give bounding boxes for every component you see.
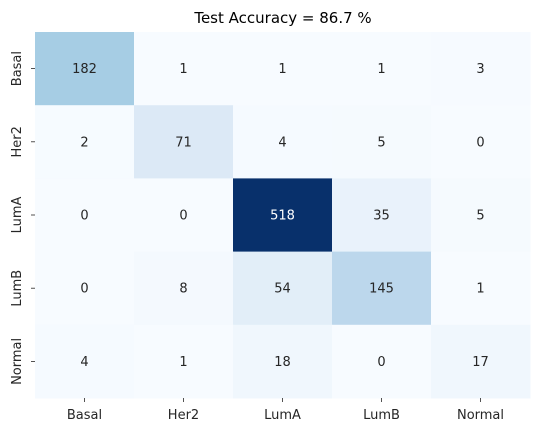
x-tick-label: LumB <box>363 408 400 423</box>
cell-value-label: 17 <box>472 355 489 370</box>
heatmap-cell-luma-lumb <box>332 178 432 253</box>
cell-value-label: 1 <box>476 282 484 297</box>
heatmap-cell-basal-her2 <box>134 32 234 106</box>
cell-value-label: 2 <box>80 135 88 150</box>
cell-value-label: 18 <box>274 355 291 370</box>
x-tick-label: Normal <box>457 408 504 423</box>
cell-value-label: 0 <box>377 355 385 370</box>
cell-value-label: 54 <box>274 282 291 297</box>
cell-value-label: 4 <box>80 355 88 370</box>
y-tick-label: LumA <box>10 196 25 233</box>
y-tick-label: Basal <box>10 51 25 86</box>
cell-value-labels: 182 1 1 1 3 2 71 4 5 0 0 0 518 35 5 0 8 54 145 1 4 1 18 0 17 <box>72 62 489 370</box>
heatmap-cell-her2-basal <box>35 105 135 179</box>
heatmap-cell-normal-luma <box>233 324 333 399</box>
cell-value-label: 145 <box>369 282 394 297</box>
heatmap-cell-luma-luma <box>233 178 333 253</box>
heatmap-cell-her2-luma <box>233 105 333 179</box>
cell-value-label: 71 <box>175 135 192 150</box>
heatmap-cell-her2-lumb <box>332 105 432 179</box>
cell-value-label: 8 <box>179 282 187 297</box>
heatmap-cell-normal-her2 <box>134 324 234 399</box>
x-axis: Basal Her2 LumA LumB Normal <box>67 398 504 423</box>
chart-title: Test Accuracy = 86.7 % <box>193 9 371 27</box>
cell-value-label: 0 <box>80 282 88 297</box>
cell-value-label: 1 <box>278 62 286 77</box>
heatmap-cell-lumb-basal <box>35 251 135 326</box>
cell-value-label: 0 <box>476 135 484 150</box>
heatmap-cell-luma-basal <box>35 178 135 253</box>
heatmap-cell-basal-luma <box>233 32 333 106</box>
cell-value-label: 1 <box>179 62 187 77</box>
heatmap-cell-basal-basal <box>35 32 135 106</box>
heatmap-cell-basal-normal <box>431 32 531 106</box>
cell-value-label: 5 <box>476 209 484 224</box>
cell-value-label: 5 <box>377 135 385 150</box>
cell-value-label: 518 <box>270 209 295 224</box>
heatmap-cell-her2-normal <box>431 105 531 179</box>
cell-value-label: 0 <box>179 209 187 224</box>
y-axis: Basal Her2 LumA LumB Normal <box>10 51 35 385</box>
x-tick-label: LumA <box>264 408 301 423</box>
heatmap-cell-her2-her2 <box>134 105 234 179</box>
cell-value-label: 1 <box>179 355 187 370</box>
cell-value-label: 35 <box>373 209 390 224</box>
heatmap-cell-luma-normal <box>431 178 531 253</box>
x-tick-label: Basal <box>67 408 102 423</box>
cell-value-label: 182 <box>72 62 97 77</box>
heatmap-cell-normal-lumb <box>332 324 432 399</box>
heatmap-cell-normal-normal <box>431 324 531 399</box>
cell-value-label: 3 <box>476 62 484 77</box>
heatmap-cell-normal-basal <box>35 324 135 399</box>
y-tick-label: Normal <box>10 338 25 385</box>
y-tick-label: Her2 <box>10 126 25 157</box>
heatmap-cells <box>35 32 531 399</box>
heatmap-cell-basal-lumb <box>332 32 432 106</box>
heatmap-cell-lumb-normal <box>431 251 531 326</box>
cell-value-label: 1 <box>377 62 385 77</box>
heatmap-cell-lumb-her2 <box>134 251 234 326</box>
heatmap-cell-luma-her2 <box>134 178 234 253</box>
y-tick-label: LumB <box>10 270 25 307</box>
heatmap-cell-lumb-lumb <box>332 251 432 326</box>
x-tick-label: Her2 <box>168 408 199 423</box>
cell-value-label: 0 <box>80 209 88 224</box>
heatmap-cell-lumb-luma <box>233 251 333 326</box>
cell-value-label: 4 <box>278 135 286 150</box>
